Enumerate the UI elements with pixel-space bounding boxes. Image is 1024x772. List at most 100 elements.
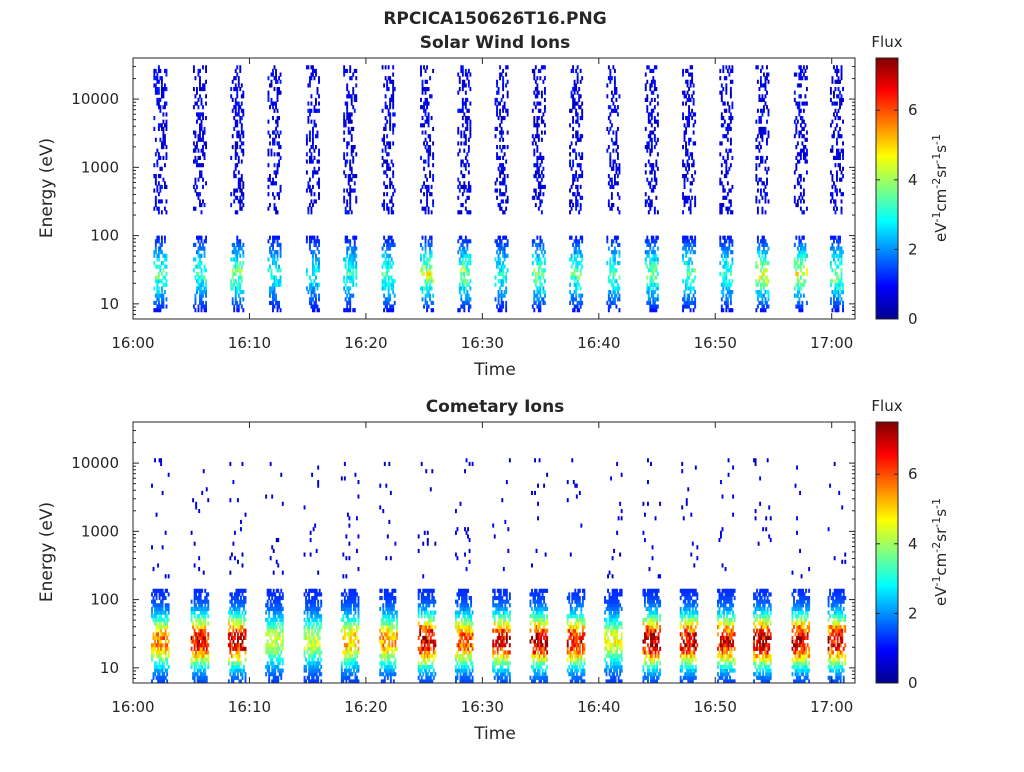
spectrogram-cell (242, 290, 244, 294)
spectrogram-cell (161, 243, 163, 247)
spectrogram-cell (838, 243, 840, 247)
spectrogram-cell (431, 286, 433, 290)
spectrogram-cell (465, 141, 467, 145)
spectrogram-cell (575, 87, 577, 91)
spectrogram-cell (841, 210, 843, 214)
spectrogram-cell (168, 650, 170, 654)
spectrogram-cell (539, 243, 541, 247)
spectrogram-cell (725, 76, 727, 80)
y-tick-label: 100 (90, 227, 119, 245)
spectrogram-cell (389, 294, 391, 298)
spectrogram-cell (502, 305, 504, 309)
spectrogram-cell (722, 65, 724, 69)
spectrogram-cell (159, 308, 161, 312)
spectrogram-cell (168, 632, 170, 636)
spectrogram-cell (505, 160, 507, 164)
spectrogram-cell (495, 181, 497, 185)
spectrogram-cell (655, 160, 657, 164)
spectrogram-cell (207, 614, 209, 618)
spectrogram-cell (423, 181, 425, 185)
spectrogram-cell (204, 247, 206, 251)
spectrogram-cell (202, 199, 204, 203)
spectrogram-cell (203, 647, 205, 651)
spectrogram-cell (463, 305, 465, 309)
spectrogram-cell (275, 261, 277, 265)
spectrogram-cell (237, 596, 239, 600)
spectrogram-cell (275, 76, 277, 80)
spectrogram-cell (833, 112, 835, 116)
spectrogram-cell (162, 268, 164, 272)
spectrogram-cell (577, 178, 579, 182)
spectrogram-cell (691, 109, 693, 113)
spectrogram-cell (609, 120, 611, 124)
spectrogram-cell (459, 76, 461, 80)
spectrogram-cell (194, 149, 196, 153)
spectrogram-cell (280, 650, 282, 654)
spectrogram-cell (348, 127, 350, 131)
spectrogram-cell (499, 102, 501, 106)
spectrogram-cell (539, 152, 541, 156)
figure-title: RPCICA150626T16.PNG (383, 9, 606, 29)
spectrogram-cell (645, 192, 647, 196)
spectrogram-cell (499, 109, 501, 113)
spectrogram-cell (652, 167, 654, 171)
spectrogram-cell (536, 294, 538, 298)
spectrogram-cell (346, 102, 348, 106)
spectrogram-cell (462, 243, 464, 247)
spectrogram-cell (646, 98, 648, 102)
spectrogram-cell (533, 120, 535, 124)
spectrogram-cell (161, 290, 163, 294)
spectrogram-cell (615, 170, 617, 174)
spectrogram-cell (280, 131, 282, 135)
spectrogram-cell (538, 167, 540, 171)
spectrogram-cell (765, 185, 767, 189)
spectrogram-cell (236, 236, 238, 240)
spectrogram-cell (165, 123, 167, 127)
spectrogram-cell (687, 83, 689, 87)
spectrogram-cell (498, 254, 500, 258)
spectrogram-cell (201, 297, 203, 301)
spectrogram-cell (727, 69, 729, 73)
spectrogram-cell (158, 301, 160, 305)
spectrogram-cell (314, 286, 316, 290)
spectrogram-cell (797, 276, 799, 280)
spectrogram-cell (236, 189, 238, 193)
spectrogram-cell (578, 247, 580, 251)
spectrogram-cell (611, 123, 613, 127)
spectrogram-cell (392, 286, 394, 290)
spectrogram-cell (351, 152, 353, 156)
spectrogram-cell (657, 120, 659, 124)
spectrogram-cell (727, 305, 729, 309)
spectrogram-cell (279, 592, 281, 596)
spectrogram-cell (232, 618, 234, 622)
spectrogram-cell (797, 247, 799, 251)
spectrogram-cell (205, 181, 207, 185)
spectrogram-cell (615, 250, 617, 254)
spectrogram-cell (761, 138, 763, 142)
spectrogram-cell (727, 138, 729, 142)
spectrogram-cell (428, 123, 430, 127)
spectrogram-cell (206, 487, 208, 491)
spectrogram-cell (609, 297, 611, 301)
spectrogram-cell (649, 120, 651, 124)
spectrogram-cell (245, 618, 247, 622)
spectrogram-cell (688, 261, 690, 265)
spectrogram-cell (239, 261, 241, 265)
spectrogram-cell (536, 94, 538, 98)
spectrogram-cell (655, 239, 657, 243)
spectrogram-cell (317, 286, 319, 290)
spectrogram-cell (352, 294, 354, 298)
spectrogram-cell (229, 650, 231, 654)
spectrogram-cell (241, 305, 243, 309)
spectrogram-cell (466, 279, 468, 283)
spectrogram-cell (309, 243, 311, 247)
spectrogram-cell (768, 131, 770, 135)
spectrogram-cell (272, 116, 274, 120)
spectrogram-cell (655, 181, 657, 185)
spectrogram-cell (609, 80, 611, 84)
spectrogram-cell (655, 87, 657, 91)
spectrogram-cell (160, 654, 162, 658)
spectrogram-cell (391, 181, 393, 185)
spectrogram-cell (277, 643, 279, 647)
spectrogram-cell (725, 272, 727, 276)
